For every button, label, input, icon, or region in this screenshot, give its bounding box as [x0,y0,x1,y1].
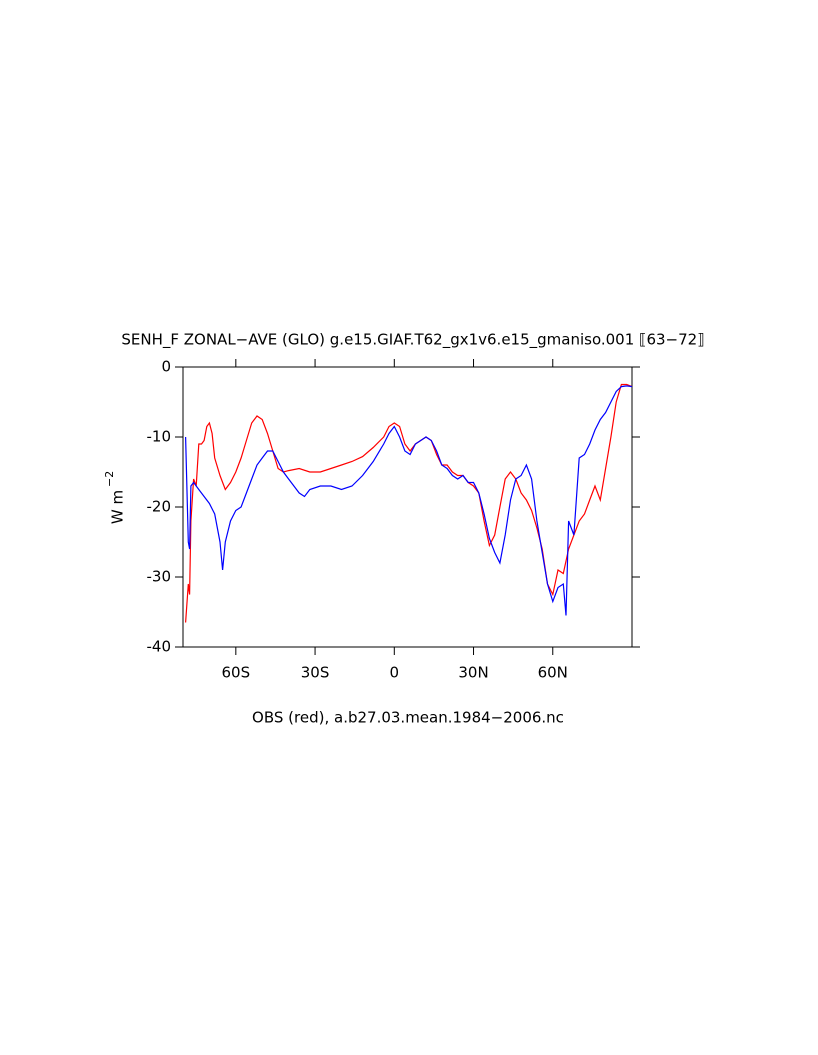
x-tick-label: 30N [458,664,488,682]
chart-title: SENH_F ZONAL−AVE (GLO) g.e15.GIAF.T62_gx… [121,331,704,350]
y-tick-label: -40 [147,638,172,656]
chart-subtitle: OBS (red), a.b27.03.mean.1984−2006.nc [252,709,564,727]
x-tick-label: 60S [222,664,251,682]
series-line [185,383,633,623]
x-tick-label: 0 [390,664,400,682]
y-tick-label: -10 [147,428,172,446]
y-tick-label: -30 [147,568,172,586]
y-axis-label-exponent: −2 [103,471,116,487]
y-tick-label: 0 [161,358,171,376]
y-tick-label: -20 [147,498,172,516]
x-tick-label: 30S [301,664,330,682]
y-axis-label: W m [109,490,127,524]
y-axis-title: W m −2 [103,471,127,524]
x-tick-label: 60N [538,664,568,682]
series-line [185,385,633,616]
